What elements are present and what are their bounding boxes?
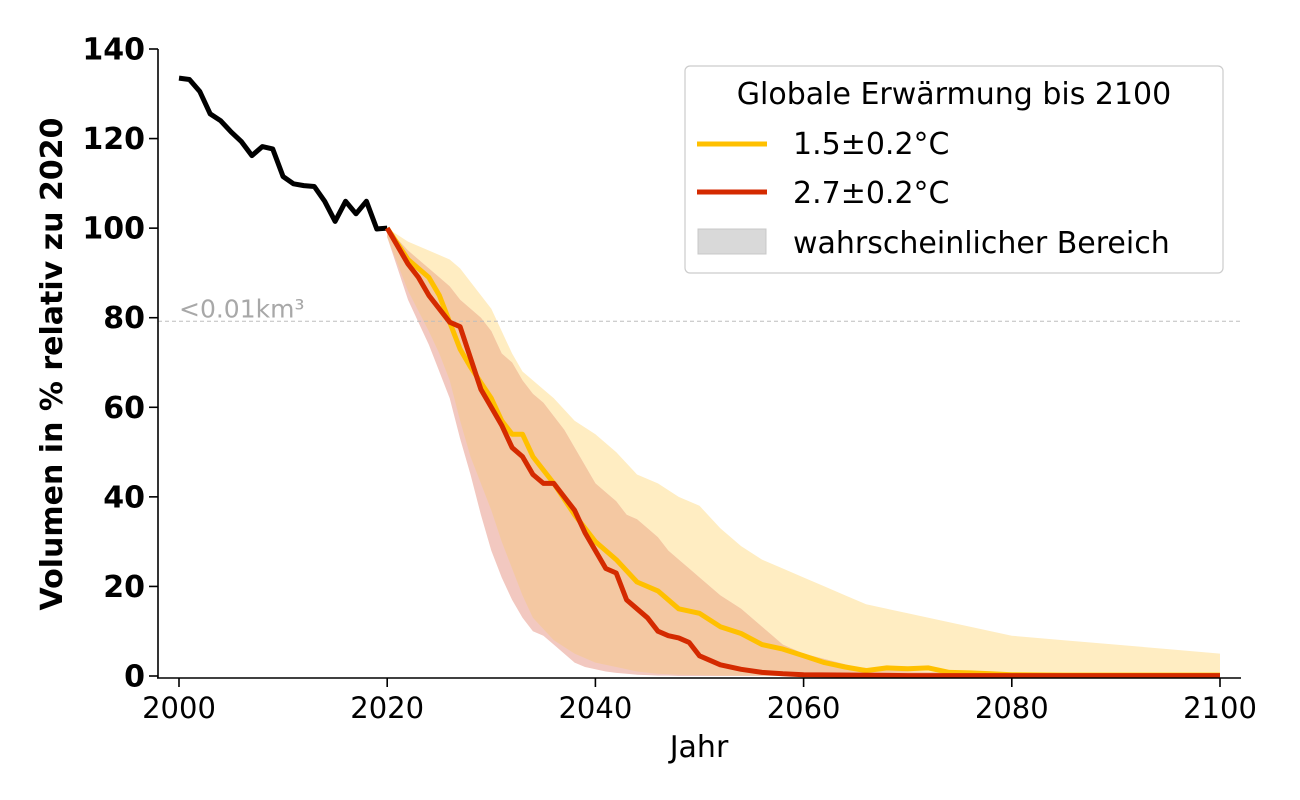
x-axis-label: Jahr [668, 730, 729, 765]
x-tick-label: 2060 [767, 691, 841, 725]
x-tick-label: 2100 [1183, 691, 1257, 725]
x-ticks: 2000 2020 2040 2060 2080 2100 [142, 678, 1257, 725]
uncertainty-bands [387, 228, 1220, 676]
legend-label-15: 1.5±0.2°C [793, 127, 950, 162]
y-tick-label: 80 [103, 301, 145, 336]
x-tick-label: 2040 [558, 691, 632, 725]
threshold-label: <0.01km³ [179, 294, 304, 323]
series-lines [178, 75, 1220, 679]
y-tick-label: 140 [82, 33, 145, 68]
y-tick-label: 40 [103, 480, 145, 515]
legend-swatch-range [697, 228, 767, 255]
y-axis-label: Volumen in % relativ zu 2020 [35, 118, 70, 611]
legend-box [684, 65, 1224, 274]
legend-title: Globale Erwärmung bis 2100 [737, 77, 1171, 112]
legend: Globale Erwärmung bis 2100 1.5±0.2°C 2.7… [684, 65, 1224, 274]
x-tick-label: 2020 [350, 691, 424, 725]
legend-label-27: 2.7±0.2°C [793, 176, 950, 211]
x-tick-label: 2080 [975, 691, 1049, 725]
y-tick-label: 60 [103, 391, 145, 426]
y-tick-label: 20 [103, 570, 145, 605]
x-tick-label: 2000 [142, 691, 216, 725]
band-overlap [387, 228, 1220, 676]
legend-label-range: wahrscheinlicher Bereich [793, 226, 1170, 261]
y-ticks: 0 20 40 60 80 100 120 140 [82, 33, 158, 695]
plot-area: <0.01km³ [158, 75, 1241, 679]
y-tick-label: 0 [124, 660, 145, 695]
y-tick-label: 100 [82, 212, 145, 247]
y-tick-label: 120 [82, 122, 145, 157]
observed-line [178, 75, 388, 232]
series-27-line [385, 226, 1220, 679]
